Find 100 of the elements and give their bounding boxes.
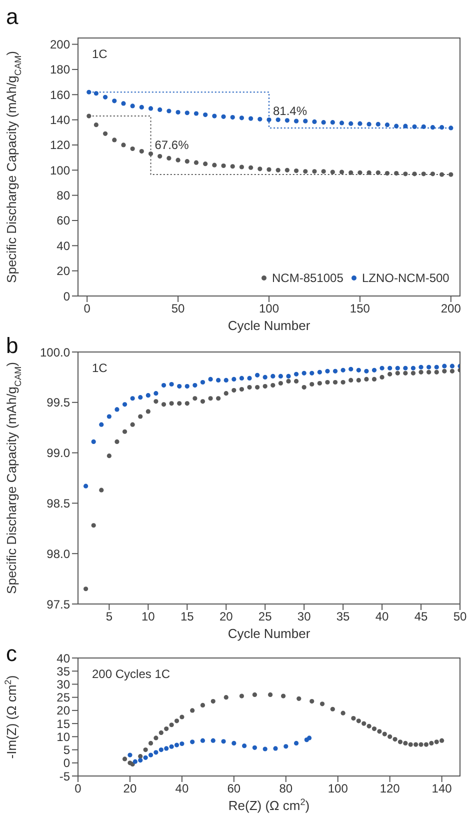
point	[132, 759, 138, 764]
point	[176, 110, 180, 115]
point	[106, 414, 112, 419]
y-tick-label: 180	[50, 62, 70, 77]
point	[450, 364, 455, 368]
x-tick-label: 20	[219, 610, 234, 624]
y-tick-label: 40	[56, 651, 70, 666]
point	[138, 754, 143, 759]
point	[248, 116, 254, 121]
annotation: 200 Cycles 1C	[92, 667, 170, 681]
point	[294, 378, 299, 384]
point	[247, 384, 252, 390]
x-tick-label: 20	[123, 782, 137, 796]
point	[130, 104, 135, 108]
point	[332, 368, 338, 374]
point	[114, 407, 120, 412]
point	[366, 170, 372, 175]
point	[239, 376, 244, 381]
point	[330, 170, 335, 174]
point	[216, 378, 221, 383]
point	[426, 370, 432, 374]
point	[339, 120, 344, 126]
point	[395, 366, 400, 370]
annotation: 81.4%	[273, 104, 308, 118]
point	[210, 738, 216, 743]
point	[212, 162, 217, 168]
point	[164, 726, 169, 732]
y-tick-label: 30	[56, 677, 70, 692]
point	[190, 740, 195, 744]
point	[122, 429, 128, 434]
point	[286, 378, 291, 384]
point	[192, 382, 198, 388]
point	[276, 168, 280, 172]
point	[348, 121, 354, 126]
point	[164, 746, 169, 751]
point	[410, 366, 416, 370]
chart-title: c	[6, 641, 17, 666]
point	[102, 94, 108, 100]
point	[138, 395, 143, 400]
point	[138, 758, 143, 763]
point	[194, 160, 199, 165]
y-tick-label: 97.5	[46, 597, 70, 612]
x-tick-label: 40	[375, 610, 390, 624]
point	[356, 368, 361, 372]
point	[200, 702, 206, 708]
point	[356, 378, 361, 383]
point	[384, 170, 390, 176]
point	[294, 740, 299, 746]
y-tick-label: 120	[50, 138, 70, 152]
point	[410, 370, 416, 376]
x-tick-label: 100	[328, 782, 348, 796]
point	[442, 364, 447, 368]
point	[448, 172, 454, 177]
point	[364, 376, 369, 382]
point	[158, 107, 162, 112]
point	[91, 523, 96, 528]
point	[348, 366, 354, 372]
point	[294, 118, 299, 124]
point	[398, 740, 403, 744]
point	[184, 401, 190, 406]
point	[394, 124, 399, 128]
point	[377, 729, 382, 734]
point	[169, 722, 174, 728]
point	[239, 164, 244, 170]
point	[266, 167, 272, 172]
point	[143, 747, 148, 752]
point	[161, 382, 166, 388]
point	[388, 734, 392, 739]
point	[99, 488, 104, 492]
point	[403, 370, 408, 376]
point	[176, 158, 180, 162]
point	[429, 740, 434, 746]
point	[440, 738, 444, 743]
point	[388, 372, 392, 376]
point	[332, 380, 338, 385]
point	[91, 439, 96, 444]
point	[321, 169, 326, 174]
point	[284, 118, 290, 123]
point	[180, 714, 184, 720]
x-tick-label: 35	[336, 610, 350, 624]
y-tick-label: 98.5	[46, 496, 70, 510]
point	[340, 380, 346, 385]
point	[310, 370, 314, 376]
point	[418, 364, 424, 370]
point	[273, 746, 278, 751]
point	[351, 716, 356, 721]
point	[161, 402, 166, 407]
point	[312, 169, 317, 174]
y-tick-label: 100.0	[40, 345, 70, 360]
point	[340, 368, 346, 372]
point	[224, 695, 228, 700]
point	[403, 740, 408, 746]
point	[121, 142, 126, 148]
annotation: 67.6%	[154, 138, 190, 152]
point	[230, 164, 235, 169]
point	[192, 396, 198, 401]
x-tick-label: 45	[414, 610, 428, 624]
point	[200, 399, 206, 404]
point	[139, 104, 144, 110]
point	[122, 756, 128, 762]
